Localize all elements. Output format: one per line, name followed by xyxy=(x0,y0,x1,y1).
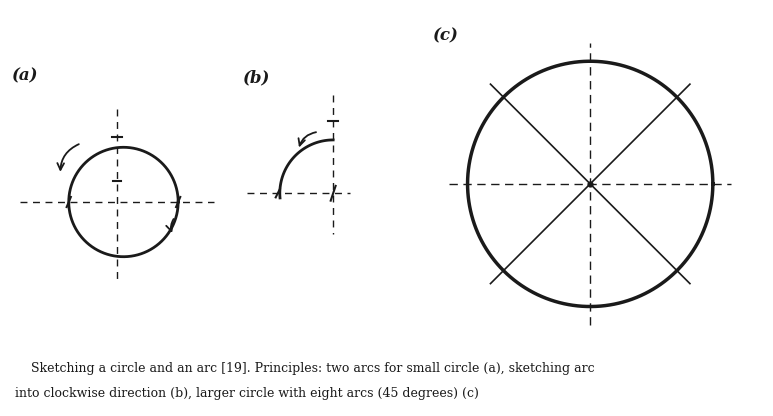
Text: Sketching a circle and an arc [19]. Principles: two arcs for small circle (a), s: Sketching a circle and an arc [19]. Prin… xyxy=(15,362,595,375)
Text: (c): (c) xyxy=(433,28,458,45)
Text: (b): (b) xyxy=(243,69,271,87)
Text: into clockwise direction (b), larger circle with eight arcs (45 degrees) (c): into clockwise direction (b), larger cir… xyxy=(15,387,479,400)
Text: (a): (a) xyxy=(12,67,39,84)
